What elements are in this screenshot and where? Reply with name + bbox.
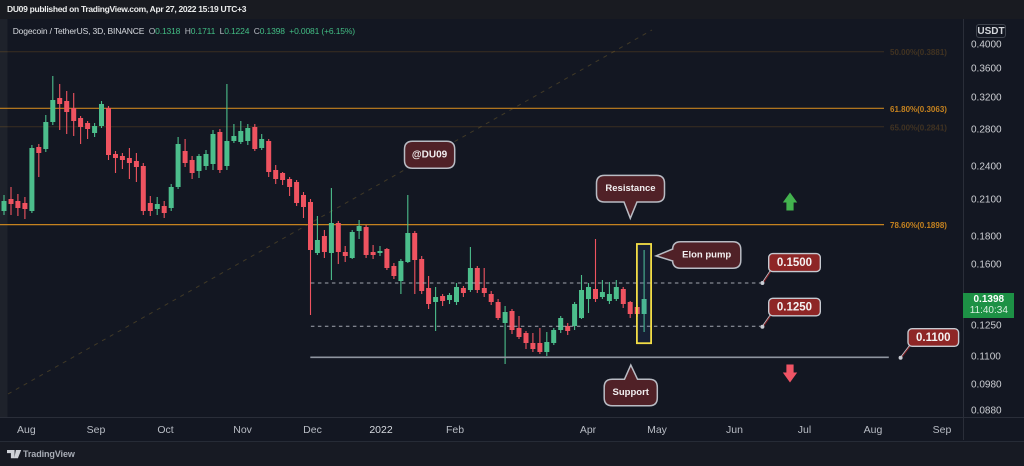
svg-text:65.00%(0.2841): 65.00%(0.2841) <box>890 123 947 132</box>
svg-text:0.1250: 0.1250 <box>777 302 812 314</box>
svg-text:61.80%(0.3063): 61.80%(0.3063) <box>890 105 947 114</box>
svg-text:50.00%(0.3881): 50.00%(0.3881) <box>890 48 947 57</box>
svg-text:Resistance: Resistance <box>605 183 655 194</box>
svg-text:Elon pump: Elon pump <box>682 250 731 261</box>
svg-text:78.60%(0.1898): 78.60%(0.1898) <box>890 221 947 230</box>
svg-text:@DU09: @DU09 <box>412 149 448 160</box>
svg-text:0.1500: 0.1500 <box>777 257 812 269</box>
svg-text:Support: Support <box>613 387 650 398</box>
svg-text:0.1100: 0.1100 <box>916 332 951 344</box>
